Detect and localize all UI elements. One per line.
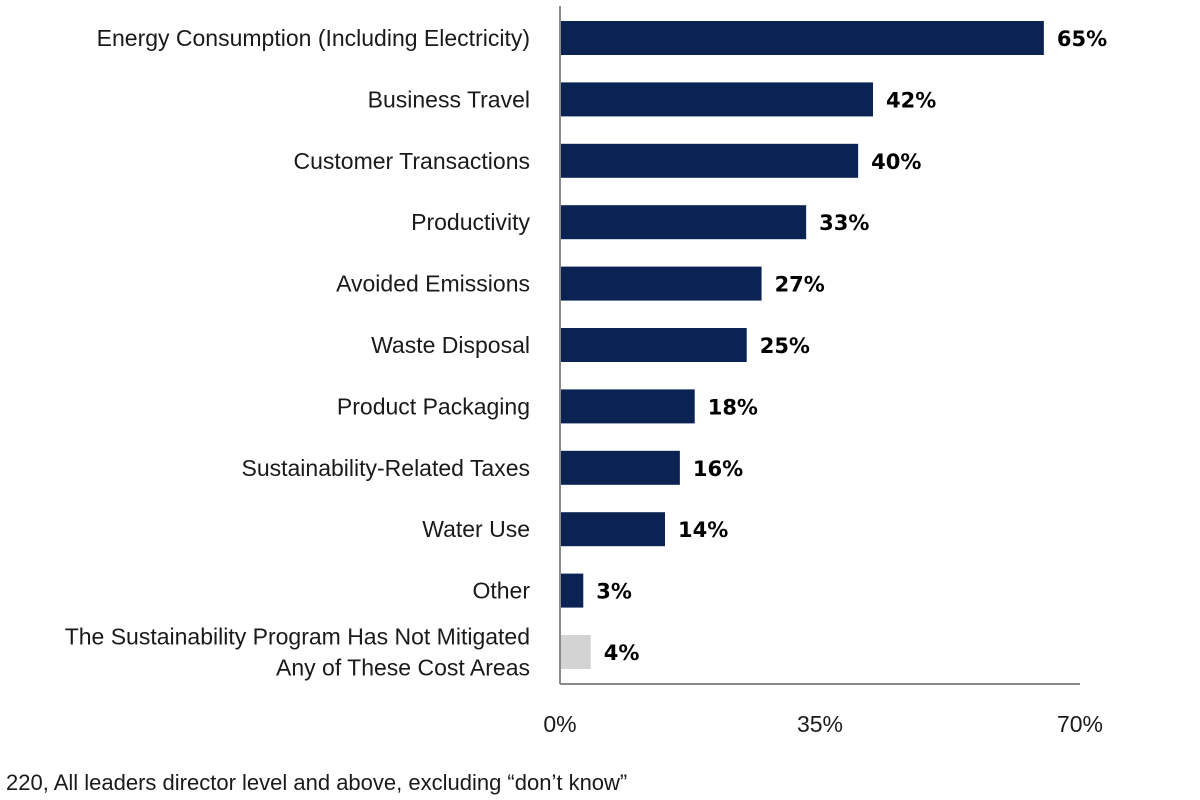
category-label: Any of These Cost Areas: [276, 655, 530, 681]
value-labels: 65% 42% 40% 33% 27% 25% 18% 16% 14% 3% 4%: [596, 27, 1107, 665]
value-label: 14%: [678, 518, 728, 542]
bar: [561, 143, 859, 178]
category-label: Waste Disposal: [371, 332, 530, 358]
value-label: 40%: [871, 150, 921, 174]
bar: [561, 328, 747, 362]
category-label: Customer Transactions: [294, 148, 530, 174]
x-tick-label: 0%: [543, 711, 576, 737]
category-label: Other: [472, 578, 530, 604]
category-label: Business Travel: [368, 86, 530, 112]
value-label: 25%: [760, 334, 810, 358]
category-label: Productivity: [411, 209, 530, 235]
category-label: Water Use: [422, 516, 530, 542]
bar: [561, 512, 665, 547]
category-label: The Sustainability Program Has Not Mitig…: [65, 624, 530, 650]
value-label: 4%: [604, 641, 640, 665]
category-label: Sustainability-Related Taxes: [241, 455, 530, 481]
x-tick-label: 70%: [1057, 711, 1103, 737]
value-label: 27%: [775, 273, 825, 297]
bar: [561, 82, 873, 117]
category-label: Product Packaging: [337, 393, 530, 419]
category-labels: Energy Consumption (Including Electricit…: [65, 25, 531, 681]
bar: [561, 450, 680, 485]
value-label: 18%: [708, 395, 758, 419]
bars-group: [561, 21, 1044, 669]
bar: [561, 205, 807, 240]
value-label: 33%: [819, 211, 869, 235]
value-label: 3%: [596, 580, 632, 604]
bar: [561, 266, 762, 301]
bar: [561, 635, 591, 669]
x-tick-labels: 0% 35% 70%: [543, 711, 1103, 737]
category-label: Energy Consumption (Including Electricit…: [97, 25, 530, 51]
bar: [561, 21, 1044, 55]
footnote: 220, All leaders director level and abov…: [6, 770, 627, 795]
value-label: 16%: [693, 457, 743, 481]
bar: [561, 573, 584, 608]
bar: [561, 389, 695, 424]
x-tick-label: 35%: [797, 711, 843, 737]
category-label: Avoided Emissions: [336, 271, 530, 297]
value-label: 42%: [886, 88, 936, 112]
value-label: 65%: [1057, 27, 1107, 51]
